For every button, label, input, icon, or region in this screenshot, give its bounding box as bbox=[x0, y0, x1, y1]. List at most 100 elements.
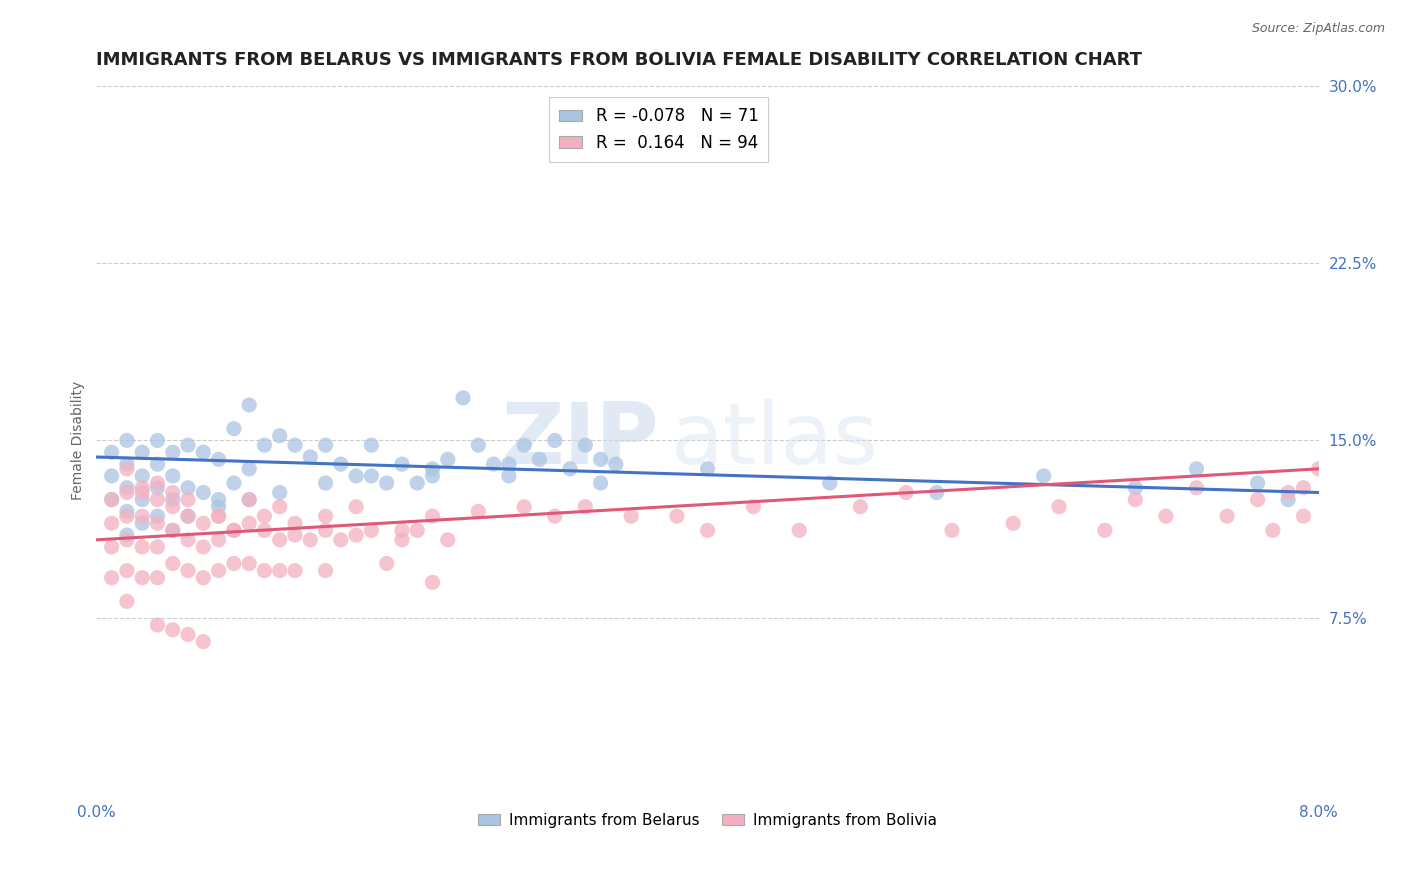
Point bbox=[115, 434, 138, 448]
Point bbox=[269, 428, 291, 442]
Point bbox=[391, 524, 413, 538]
Point bbox=[162, 485, 184, 500]
Point bbox=[269, 564, 291, 578]
Point bbox=[589, 452, 612, 467]
Point bbox=[513, 500, 536, 514]
Point bbox=[146, 509, 169, 524]
Point bbox=[238, 516, 260, 531]
Point bbox=[344, 500, 367, 514]
Point bbox=[284, 516, 307, 531]
Point bbox=[284, 438, 307, 452]
Text: Source: ZipAtlas.com: Source: ZipAtlas.com bbox=[1251, 22, 1385, 36]
Point bbox=[1292, 509, 1315, 524]
Point bbox=[1308, 462, 1330, 476]
Point bbox=[1277, 485, 1299, 500]
Point bbox=[1277, 492, 1299, 507]
Point bbox=[207, 509, 229, 524]
Point bbox=[193, 445, 215, 459]
Point bbox=[193, 571, 215, 585]
Point bbox=[451, 391, 474, 405]
Point bbox=[1032, 469, 1054, 483]
Point bbox=[177, 481, 200, 495]
Point bbox=[329, 533, 352, 547]
Point bbox=[269, 500, 291, 514]
Point bbox=[115, 504, 138, 518]
Point bbox=[115, 457, 138, 471]
Point bbox=[162, 469, 184, 483]
Point bbox=[131, 481, 153, 495]
Point bbox=[360, 524, 382, 538]
Point bbox=[329, 457, 352, 471]
Point bbox=[422, 469, 444, 483]
Point bbox=[193, 516, 215, 531]
Point bbox=[467, 438, 489, 452]
Point bbox=[742, 500, 765, 514]
Point bbox=[375, 557, 398, 571]
Point bbox=[146, 481, 169, 495]
Point bbox=[193, 485, 215, 500]
Point bbox=[146, 540, 169, 554]
Point bbox=[146, 571, 169, 585]
Point bbox=[131, 492, 153, 507]
Point bbox=[284, 564, 307, 578]
Point bbox=[589, 476, 612, 491]
Point bbox=[787, 524, 810, 538]
Point bbox=[544, 509, 567, 524]
Point bbox=[544, 434, 567, 448]
Point bbox=[100, 516, 122, 531]
Point bbox=[605, 457, 627, 471]
Point bbox=[344, 528, 367, 542]
Point bbox=[146, 492, 169, 507]
Point bbox=[696, 524, 718, 538]
Point bbox=[406, 524, 429, 538]
Point bbox=[100, 540, 122, 554]
Point bbox=[315, 524, 337, 538]
Point bbox=[131, 469, 153, 483]
Point bbox=[207, 564, 229, 578]
Point bbox=[115, 528, 138, 542]
Point bbox=[941, 524, 963, 538]
Point bbox=[177, 533, 200, 547]
Point bbox=[360, 469, 382, 483]
Point bbox=[222, 557, 245, 571]
Point bbox=[100, 469, 122, 483]
Point bbox=[1246, 476, 1268, 491]
Point bbox=[131, 540, 153, 554]
Point bbox=[162, 445, 184, 459]
Point bbox=[146, 516, 169, 531]
Point bbox=[131, 571, 153, 585]
Point bbox=[131, 485, 153, 500]
Point bbox=[146, 618, 169, 632]
Point bbox=[422, 575, 444, 590]
Point bbox=[193, 540, 215, 554]
Legend: Immigrants from Belarus, Immigrants from Bolivia: Immigrants from Belarus, Immigrants from… bbox=[472, 806, 943, 834]
Point bbox=[849, 500, 872, 514]
Point bbox=[222, 524, 245, 538]
Point bbox=[100, 571, 122, 585]
Text: atlas: atlas bbox=[671, 399, 879, 482]
Point bbox=[238, 398, 260, 412]
Point bbox=[222, 524, 245, 538]
Point bbox=[238, 492, 260, 507]
Point bbox=[131, 516, 153, 531]
Point bbox=[391, 533, 413, 547]
Point bbox=[1002, 516, 1025, 531]
Point bbox=[115, 533, 138, 547]
Point bbox=[467, 504, 489, 518]
Point bbox=[344, 469, 367, 483]
Point bbox=[222, 476, 245, 491]
Point bbox=[131, 509, 153, 524]
Point bbox=[177, 492, 200, 507]
Point bbox=[422, 462, 444, 476]
Point bbox=[482, 457, 505, 471]
Point bbox=[315, 438, 337, 452]
Point bbox=[207, 533, 229, 547]
Point bbox=[100, 445, 122, 459]
Point bbox=[1292, 481, 1315, 495]
Point bbox=[207, 500, 229, 514]
Point bbox=[253, 524, 276, 538]
Point bbox=[574, 438, 596, 452]
Point bbox=[269, 485, 291, 500]
Point bbox=[207, 509, 229, 524]
Point bbox=[360, 438, 382, 452]
